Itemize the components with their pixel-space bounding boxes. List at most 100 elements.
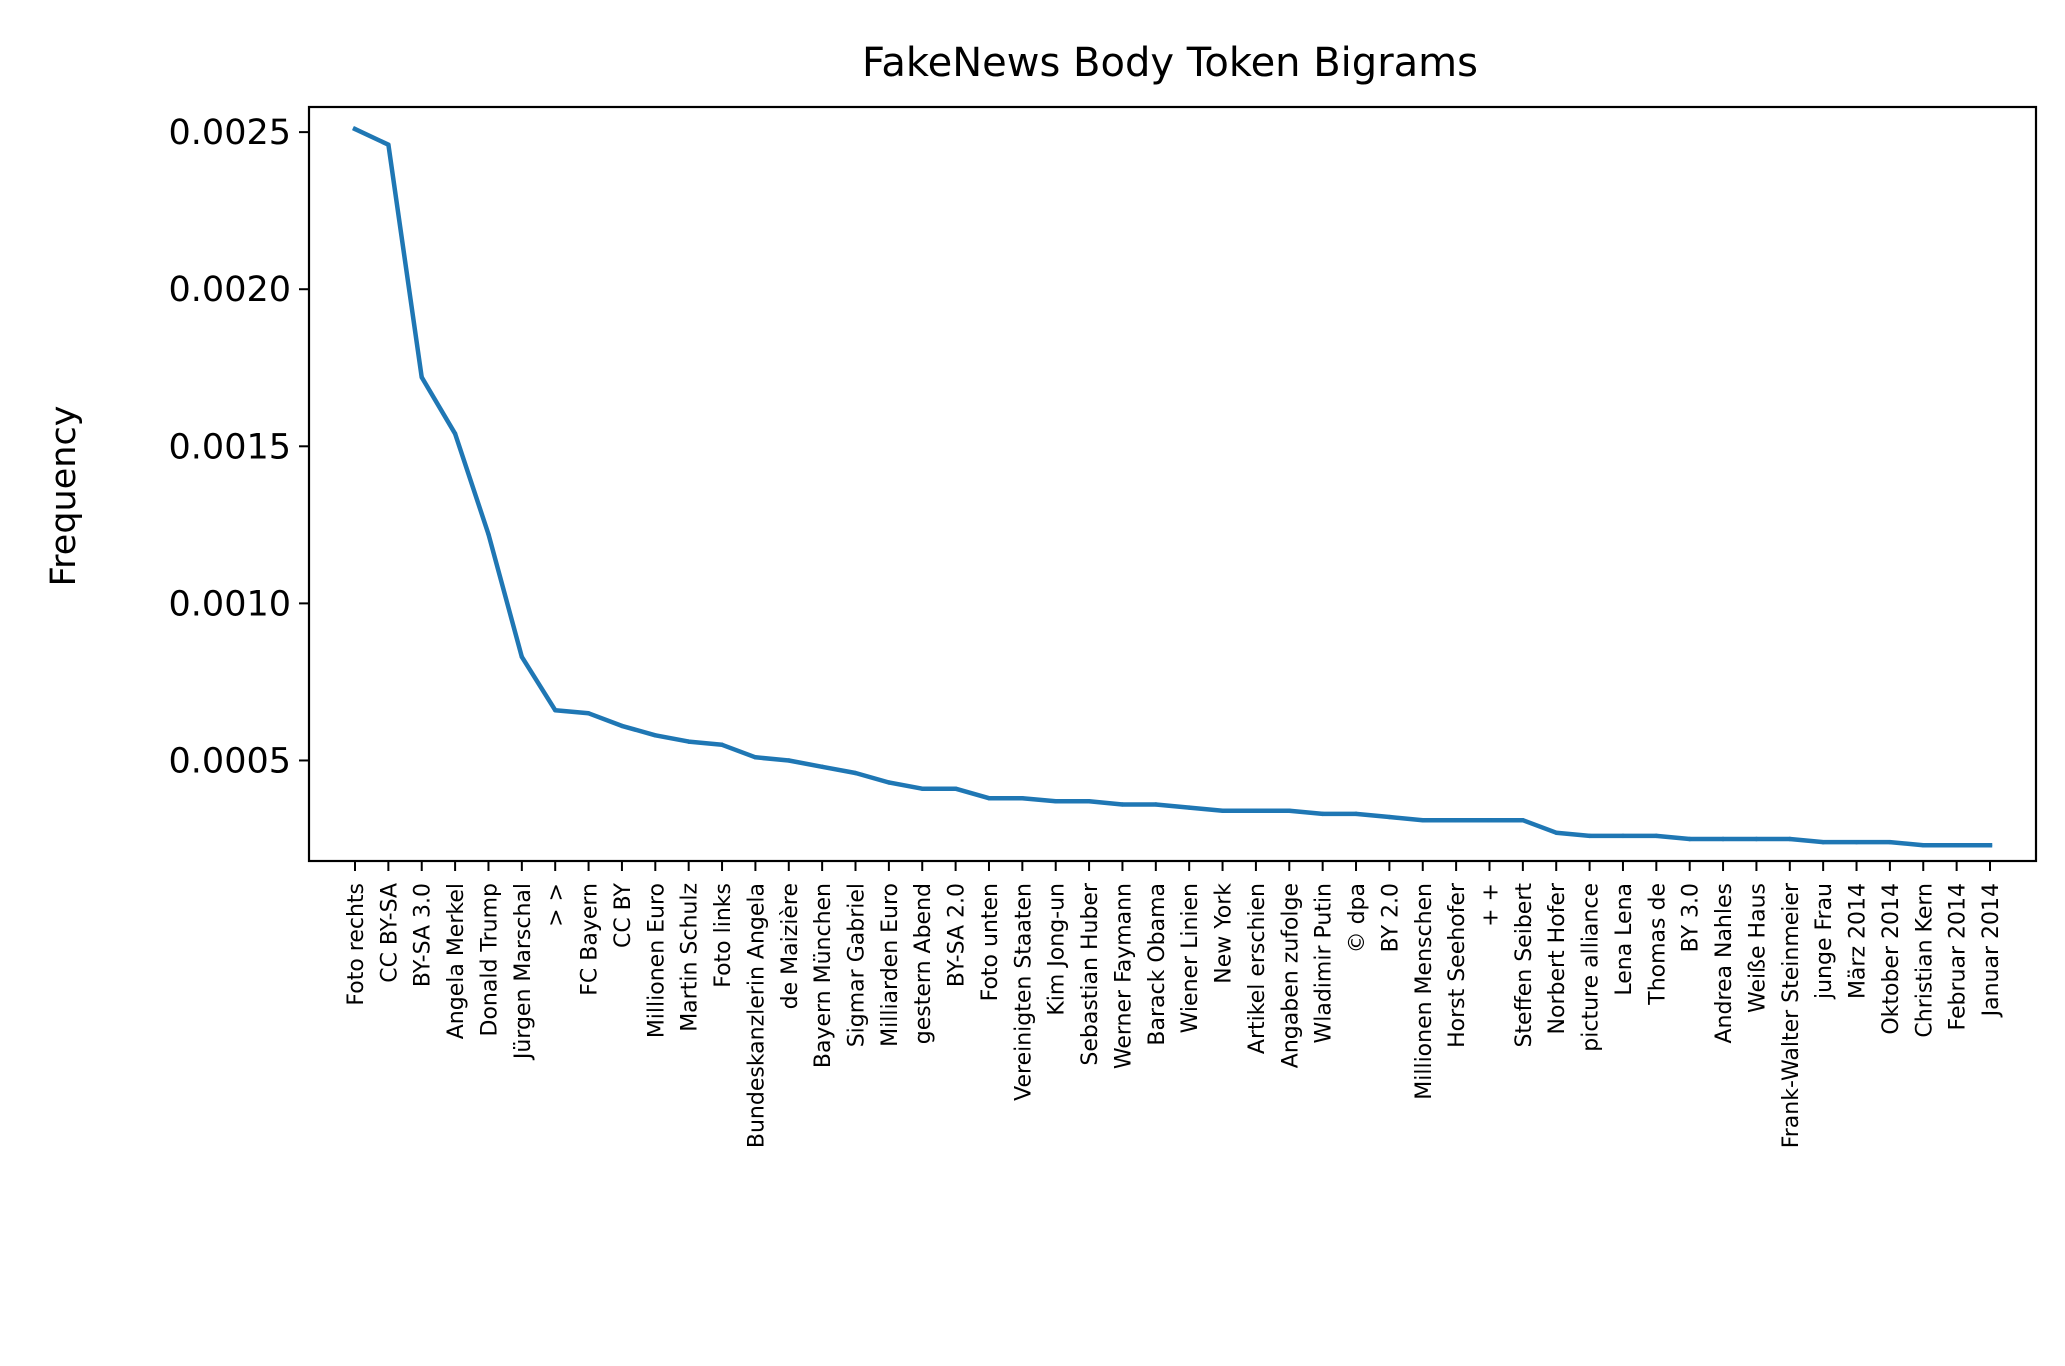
y-tick-label: 0.0020 [169, 270, 291, 310]
x-tick-label: März 2014 [1846, 883, 1871, 999]
y-tick-label: 0.0025 [169, 113, 291, 153]
x-tick-label: Foto unten [978, 883, 1003, 1001]
x-tick-label: Bayern München [811, 883, 836, 1068]
data-point [920, 786, 925, 791]
x-tick-label: New York [1212, 883, 1237, 984]
data-point [1587, 833, 1592, 839]
data-point [1053, 799, 1058, 804]
data-point [1554, 830, 1559, 835]
x-tick-label: Sigmar Gabriel [845, 883, 870, 1047]
x-tick-label: picture alliance [1579, 883, 1604, 1052]
y-tick-label: 0.0015 [169, 427, 291, 467]
x-tick-label: > > [544, 883, 569, 927]
x-tick-label: Vereinigten Staaten [1011, 883, 1036, 1101]
data-point [1420, 817, 1425, 823]
x-tick-label: gestern Abend [911, 883, 936, 1044]
x-tick-label: Sebastian Huber [1078, 882, 1103, 1066]
x-tick-label: Angela Merkel [444, 883, 469, 1039]
data-point [1620, 833, 1626, 839]
data-point [786, 758, 791, 763]
series-line [352, 126, 1993, 848]
plot-frame [307, 105, 2038, 863]
data-point [753, 755, 758, 760]
data-point [1020, 795, 1025, 801]
x-tick-label: de Maizière [778, 883, 803, 1009]
data-point [953, 786, 958, 791]
data-point [1387, 814, 1392, 820]
data-point [452, 431, 458, 436]
data-point [1820, 839, 1826, 845]
x-tick-label: BY-SA 2.0 [945, 883, 970, 987]
x-tick-label: Werner Faymann [1111, 883, 1136, 1069]
x-tick-label: Foto links [711, 883, 736, 988]
data-point [519, 654, 525, 659]
data-point [352, 126, 358, 132]
data-point [719, 742, 725, 747]
y-axis-label: Frequency [44, 406, 84, 587]
x-tick-label: Millionen Euro [644, 883, 669, 1038]
x-tick-label: BY 2.0 [1378, 883, 1403, 952]
x-tick-label: Foto rechts [344, 883, 369, 1006]
data-point [386, 142, 391, 147]
data-point [1253, 808, 1259, 813]
data-point [653, 733, 658, 738]
data-point [1754, 836, 1759, 842]
x-tick-label: junge Frau [1812, 883, 1837, 1000]
data-point [1186, 805, 1192, 810]
chart-title: FakeNews Body Token Bigrams [862, 40, 1478, 86]
x-tick-label: FC Bayern [578, 883, 603, 996]
x-tick-label: Christian Kern [1912, 883, 1937, 1038]
data-point [1887, 839, 1893, 845]
x-tick-label: Januar 2014 [1979, 883, 2004, 1018]
x-tick-label: © dpa [1345, 883, 1370, 953]
x-tick-label: Wiener Linien [1178, 883, 1203, 1033]
data-point [1787, 836, 1792, 842]
data-point [1220, 808, 1225, 813]
x-tick-label: Martin Schulz [678, 883, 703, 1032]
data-point [819, 764, 825, 769]
data-point [1654, 833, 1659, 839]
plot-area: 0.0005 0.0010 0.0015 0.0020 0.0025 Foto recht… [169, 105, 2038, 1148]
data-point [586, 711, 591, 716]
data-point [1921, 843, 1926, 848]
x-tick-label: BY-SA 3.0 [411, 883, 436, 987]
x-tick-label: Horst Seehofer [1445, 882, 1470, 1048]
y-tick-label: 0.0010 [169, 584, 291, 624]
x-tick-label: Millionen Menschen [1412, 883, 1437, 1100]
data-point [486, 532, 491, 537]
x-tick-label: CC BY [611, 882, 636, 948]
data-point [553, 708, 558, 713]
data-point [686, 739, 691, 744]
data-point [1353, 811, 1359, 817]
data-point [1120, 802, 1125, 807]
data-point [419, 374, 424, 380]
x-tick-label: + + [1478, 883, 1503, 927]
x-tick-label: Andrea Nahles [1712, 883, 1737, 1044]
x-tick-label: Februar 2014 [1946, 883, 1971, 1030]
data-point [1287, 808, 1292, 813]
y-tick-label: 0.0005 [169, 741, 291, 781]
data-point [886, 780, 892, 785]
data-point [1453, 817, 1459, 823]
x-tick-label: Oktober 2014 [1879, 883, 1904, 1035]
data-point [1987, 843, 1993, 848]
data-point [986, 795, 992, 801]
x-tick-label: Milliarden Euro [878, 883, 903, 1047]
data-point [1520, 817, 1526, 823]
x-tick-label: Donald Trump [477, 883, 502, 1036]
x-tick-label: Angaben zufolge [1278, 883, 1303, 1068]
data-point [1487, 817, 1492, 823]
x-tick-label: Frank-Walter Steinmeier [1779, 882, 1804, 1148]
x-tick-label: Artikel erschien [1245, 883, 1270, 1054]
x-tick-label: Jürgen Marschal [511, 883, 536, 1061]
data-point [619, 723, 625, 729]
data-point [1687, 836, 1692, 842]
data-point [1153, 802, 1159, 807]
data-point [1320, 811, 1325, 817]
x-tick-label: BY 3.0 [1679, 883, 1704, 952]
data-point [1086, 799, 1092, 804]
x-tick-label: Kim Jong-un [1045, 883, 1070, 1016]
x-tick-label: Weiße Haus [1745, 883, 1770, 1013]
data-point [1854, 839, 1859, 845]
